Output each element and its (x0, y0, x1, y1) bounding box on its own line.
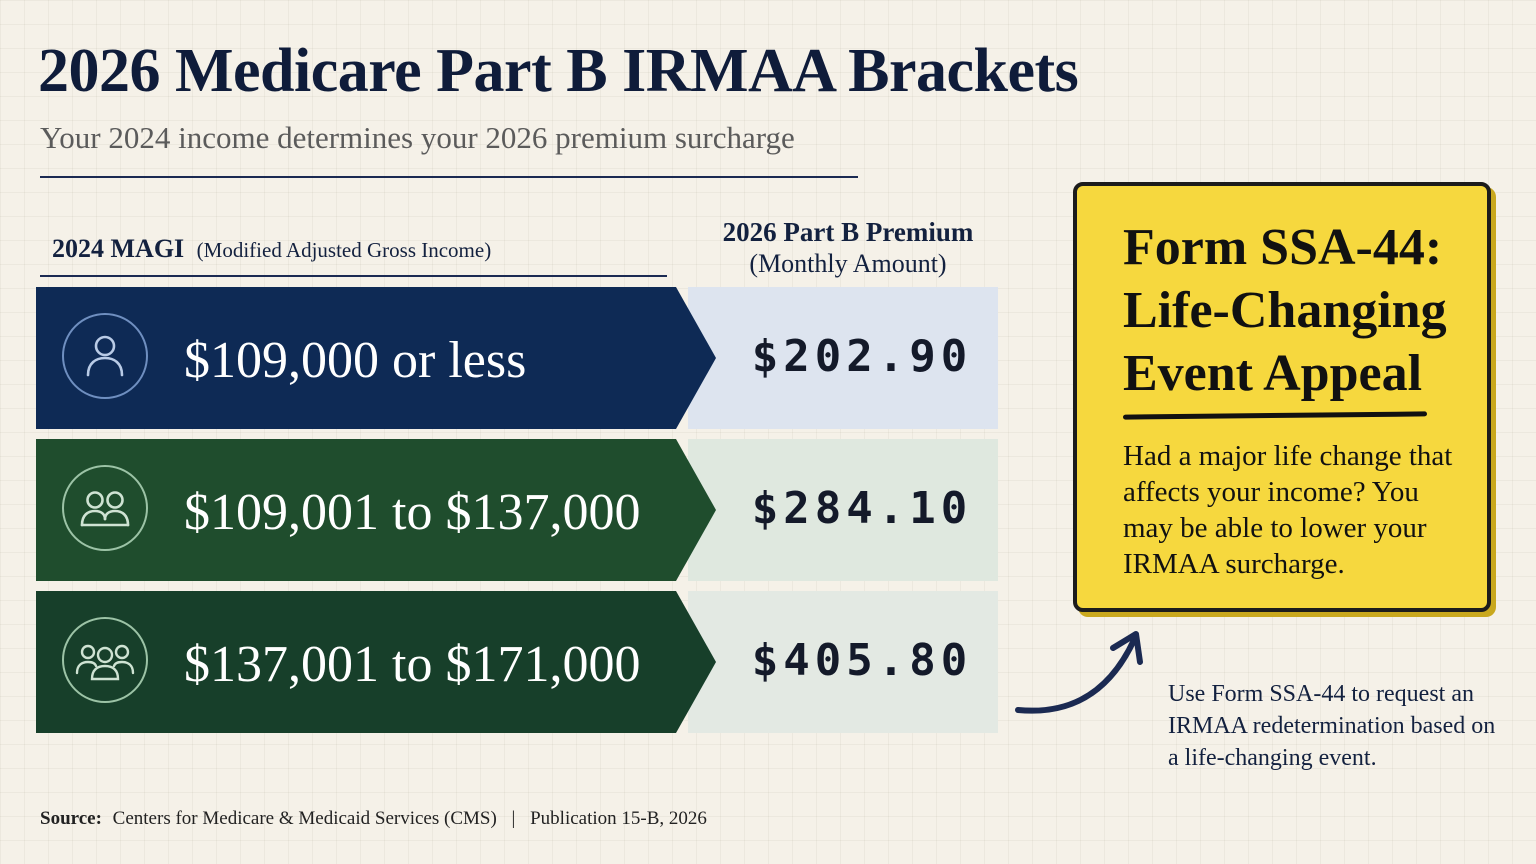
income-column-note: (Modified Adjusted Gross Income) (196, 238, 492, 262)
page-subtitle: Your 2024 income determines your 2026 pr… (40, 120, 795, 155)
person-icon (62, 313, 148, 399)
premium-amount: $202.90 (751, 331, 973, 382)
side-note: Use Form SSA-44 to request an IRMAA rede… (1168, 681, 1496, 771)
income-band (36, 439, 716, 581)
source-publication: Publication 15-B, 2026 (530, 808, 707, 829)
bracket-row-3: $137,001 to $171,000 $405.80 (36, 591, 998, 733)
callout-underline (1122, 411, 1428, 420)
premium-column-header: 2026 Part B Premium (Monthly Amount) (700, 216, 996, 280)
source-separator: | (511, 808, 516, 829)
income-band (36, 287, 716, 429)
premium-amount: $284.10 (751, 483, 973, 534)
two-people-icon (62, 465, 148, 551)
callout-title: Form SSA-44: Life-Changing Event Appeal (1123, 219, 1447, 402)
bracket-row-1: $109,000 or less $202.90 (36, 287, 998, 429)
source-label: Source: (40, 808, 102, 829)
income-range: $137,001 to $171,000 (184, 636, 641, 693)
income-band (36, 591, 716, 733)
premium-column-note: (Monthly Amount) (749, 249, 947, 278)
income-column-label: 2024 MAGI (52, 234, 185, 263)
premium-column-label: 2026 Part B Premium (722, 217, 974, 247)
page-title: 2026 Medicare Part B IRMAA Brackets (38, 37, 1079, 105)
premium-cell-bg (688, 287, 998, 429)
callout-body: Had a major life change that affects you… (1123, 440, 1453, 580)
premium-cell-bg (688, 439, 998, 581)
title-divider (40, 176, 858, 178)
curved-arrow-icon (1015, 631, 1143, 714)
ssa44-callout: Form SSA-44: Life-Changing Event Appeal … (1073, 182, 1491, 612)
income-range: $109,001 to $137,000 (184, 484, 641, 541)
premium-cell-bg (688, 591, 998, 733)
source-org: Centers for Medicare & Medicaid Services… (112, 808, 497, 829)
group-icon (62, 617, 148, 703)
bracket-row-2: $109,001 to $137,000 $284.10 (36, 439, 998, 581)
premium-amount: $405.80 (751, 635, 973, 686)
income-range: $109,000 or less (184, 332, 527, 389)
income-column-header: 2024 MAGI (Modified Adjusted Gross Incom… (52, 234, 491, 264)
income-column-divider (40, 275, 667, 277)
source-line: Source: Centers for Medicare & Medicaid … (40, 808, 707, 830)
